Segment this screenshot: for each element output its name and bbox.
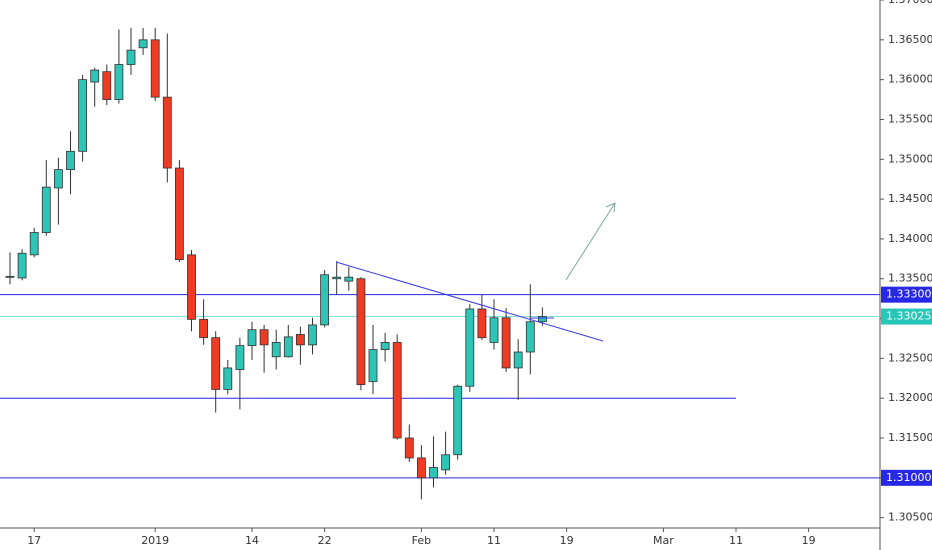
candle-body <box>199 318 208 339</box>
candle-body <box>5 275 15 278</box>
candle-body <box>17 252 27 279</box>
candle-body <box>295 334 305 346</box>
x-tick-label: 14 <box>245 534 259 547</box>
candle-body <box>162 96 172 169</box>
drawings <box>0 294 880 479</box>
candle-body <box>441 454 451 471</box>
x-tick-label: 2019 <box>141 534 169 547</box>
y-tick-label: 1.34000 <box>888 232 932 245</box>
candle-body <box>356 278 366 386</box>
candle-body <box>392 342 402 439</box>
candle-body <box>538 316 547 323</box>
candle-body <box>53 169 63 189</box>
candle-body <box>174 167 184 261</box>
x-tick-label: 11 <box>729 534 743 547</box>
price-label: 1.31000 <box>886 471 932 484</box>
candle-body <box>404 437 414 459</box>
y-tick-label: 1.30500 <box>888 511 932 524</box>
candle-body <box>453 385 463 456</box>
price-label: 1.33025 <box>886 310 932 323</box>
price-label-box <box>881 469 932 486</box>
price-label-box <box>881 308 932 325</box>
candle-body <box>271 342 281 358</box>
candle-body <box>320 274 330 326</box>
y-tick-label: 1.33500 <box>888 272 932 285</box>
x-tick-label: Mar <box>653 534 674 547</box>
candle-body <box>477 308 487 339</box>
candle-body <box>211 337 221 390</box>
candle-body <box>187 254 196 320</box>
candle-body <box>114 64 124 100</box>
candle-body <box>368 349 378 382</box>
y-tick-label: 1.35500 <box>888 112 932 125</box>
candle-body <box>247 329 257 347</box>
y-tick-label: 1.36000 <box>888 73 932 86</box>
arrow-line <box>565 202 616 281</box>
candle-body <box>223 367 233 390</box>
candle-body <box>489 317 499 343</box>
x-tick-label: 19 <box>560 534 574 547</box>
candle-body <box>308 324 317 346</box>
candle-body <box>513 351 523 369</box>
x-tick-label: 22 <box>318 534 332 547</box>
candle-body <box>380 342 390 351</box>
x-tick-label: 19 <box>802 534 816 547</box>
axes: 1.30500 1.31000 1.31500 1.32000 1.32500 1.330… <box>27 0 932 547</box>
y-tick-label: 1.36500 <box>888 33 932 46</box>
y-tick-label: 1.31500 <box>888 431 932 444</box>
candle-body <box>344 276 354 282</box>
candle-body <box>41 186 51 233</box>
candle-body <box>90 69 100 83</box>
candle-body <box>150 39 160 98</box>
candle-body <box>465 308 475 387</box>
candle-body <box>417 457 426 479</box>
y-tick-label: 1.32500 <box>888 351 932 364</box>
y-tick-label: 1.35000 <box>888 152 932 165</box>
y-tick-label: 1.37000 <box>888 0 932 6</box>
candle-body <box>29 232 39 256</box>
candles <box>5 27 547 500</box>
x-tick-label: 11 <box>487 534 501 547</box>
y-tick-label: 1.34500 <box>888 192 932 205</box>
candle-body <box>126 49 136 65</box>
candle-body <box>102 71 112 100</box>
candle-body <box>525 321 535 353</box>
x-tick-label: Feb <box>412 534 431 547</box>
candle-body <box>283 336 293 358</box>
x-tick-label: 17 <box>27 534 41 547</box>
candle-body <box>138 39 148 49</box>
trend-line <box>335 261 604 342</box>
candle-body <box>78 79 87 152</box>
candle-body <box>235 345 245 370</box>
candle-body <box>429 467 438 479</box>
candle-body <box>259 329 269 346</box>
y-tick-label: 1.32000 <box>888 391 932 404</box>
price-label-box <box>881 286 932 303</box>
candle-body <box>501 317 511 369</box>
candle-body <box>66 150 75 171</box>
price-label: 1.33300 <box>886 288 932 301</box>
arrow-head <box>605 202 616 213</box>
candle-body <box>332 276 342 280</box>
